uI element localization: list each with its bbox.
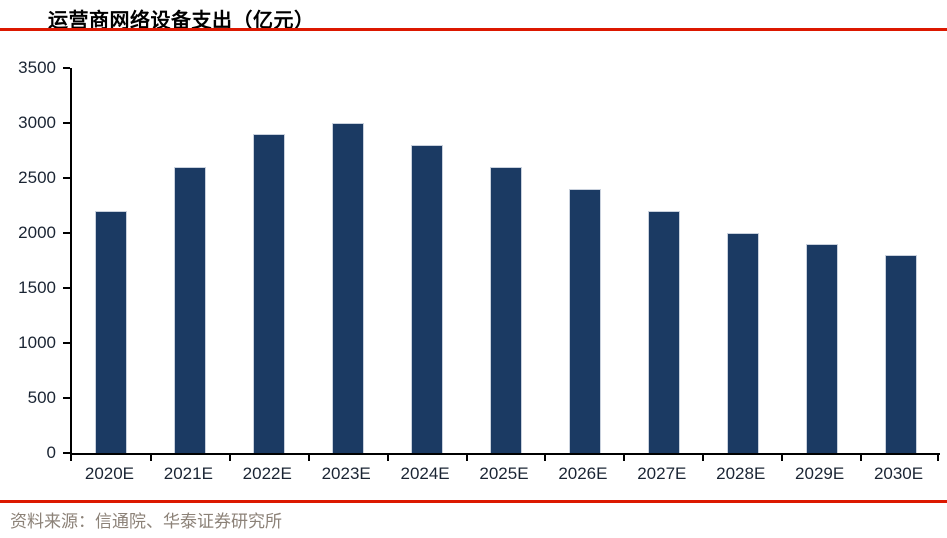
y-tick-3500 xyxy=(63,67,70,69)
bar-2020E xyxy=(95,211,128,453)
y-tick-1500 xyxy=(63,287,70,289)
y-axis-labels: 0 500 1000 1500 2000 2500 3000 3500 xyxy=(0,58,56,462)
bar-2021E xyxy=(174,167,207,453)
y-axis-label-1000: 1000 xyxy=(18,333,56,352)
y-axis-label-2500: 2500 xyxy=(18,168,56,187)
x-axis-labels: 2020E 2021E 2022E 2023E 2024E 2025E 2026E 2027E… xyxy=(70,464,938,486)
x-tick-10 xyxy=(860,453,863,461)
bar-2029E xyxy=(805,244,838,453)
x-tick-3 xyxy=(307,453,310,461)
x-axis-label-2026E: 2026E xyxy=(558,464,608,483)
x-tick-2 xyxy=(228,453,231,461)
bar-2027E xyxy=(647,211,680,453)
x-axis-label-2022E: 2022E xyxy=(242,464,292,483)
x-tick-5 xyxy=(465,453,468,461)
plot-area xyxy=(63,67,940,461)
y-tick-2500 xyxy=(63,177,70,179)
x-axis-label-2030E: 2030E xyxy=(873,464,924,483)
bottom-red-divider xyxy=(0,500,947,503)
y-axis-label-2000: 2000 xyxy=(18,223,56,242)
x-tick-1 xyxy=(149,453,152,461)
bar-2022E xyxy=(253,134,286,453)
y-tick-500 xyxy=(63,397,70,399)
x-axis-label-2024E: 2024E xyxy=(400,464,450,483)
bar-2030E xyxy=(884,255,917,453)
bar-2023E xyxy=(332,123,365,453)
y-tick-1000 xyxy=(63,342,70,344)
y-axis-label-3500: 3500 xyxy=(18,58,56,77)
source-note: 资料来源：信通院、华泰证券研究所 xyxy=(10,512,282,531)
x-tick-8 xyxy=(702,453,705,461)
x-axis-label-2028E: 2028E xyxy=(716,464,766,483)
x-tick-9 xyxy=(781,453,784,461)
x-axis-label-2021E: 2021E xyxy=(163,464,213,483)
bar-2028E xyxy=(726,233,759,453)
x-axis-label-2020E: 2020E xyxy=(84,464,135,483)
y-axis-label-1500: 1500 xyxy=(18,278,56,297)
bar-2025E xyxy=(490,167,522,453)
x-tick-6 xyxy=(544,453,547,461)
x-tick-7 xyxy=(623,453,626,461)
page-title: 运营商网络设备支出（亿元） xyxy=(48,10,315,32)
top-red-divider xyxy=(0,28,947,31)
x-tick-4 xyxy=(386,453,389,461)
y-axis-label-0: 0 xyxy=(46,443,56,462)
x-axis-label-2027E: 2027E xyxy=(637,464,687,483)
x-tick-11 xyxy=(937,453,939,461)
y-axis-label-3000: 3000 xyxy=(18,113,56,132)
bar-2024E xyxy=(411,145,444,453)
x-axis-label-2029E: 2029E xyxy=(795,464,845,483)
x-axis-label-2023E: 2023E xyxy=(321,464,371,483)
bar-2026E xyxy=(568,189,601,453)
y-tick-3000 xyxy=(63,122,70,124)
x-tick-0 xyxy=(70,453,72,461)
y-tick-0 xyxy=(63,452,70,454)
x-axis-label-2025E: 2025E xyxy=(479,464,529,483)
y-tick-2000 xyxy=(63,232,70,234)
y-axis-label-500: 500 xyxy=(27,388,56,407)
